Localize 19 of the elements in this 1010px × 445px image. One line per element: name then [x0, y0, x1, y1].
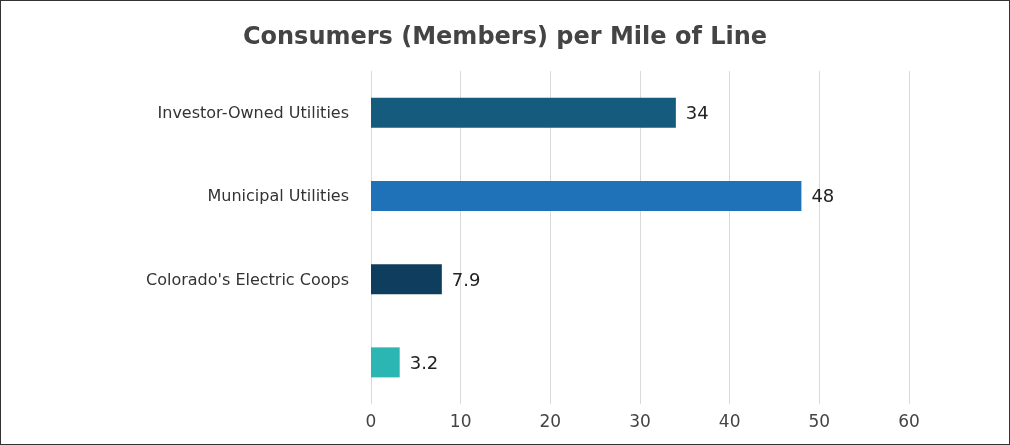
x-tick-label: 50 [808, 410, 831, 431]
y-tick-label: Investor-Owned Utilities [157, 103, 349, 123]
y-tick-label: Colorado's Electric Coops [146, 269, 349, 289]
data-label: 3.2 [409, 351, 439, 373]
bar [371, 97, 676, 128]
bar [371, 264, 442, 295]
x-tick-label: 10 [449, 410, 472, 431]
x-tick-label: 0 [365, 410, 377, 431]
data-label: 48 [811, 185, 835, 207]
x-tick-label: 20 [539, 410, 562, 431]
x-tick-label: 40 [718, 410, 741, 431]
data-label: 34 [685, 102, 709, 124]
data-label: 7.9 [451, 268, 481, 290]
chart-title: Consumers (Members) per Mile of Line [242, 22, 768, 50]
bar [371, 347, 400, 378]
x-tick-label: 30 [629, 410, 651, 431]
x-tick-label: 60 [898, 410, 920, 431]
bar [371, 180, 802, 211]
y-tick-label: Municipal Utilities [207, 186, 349, 206]
